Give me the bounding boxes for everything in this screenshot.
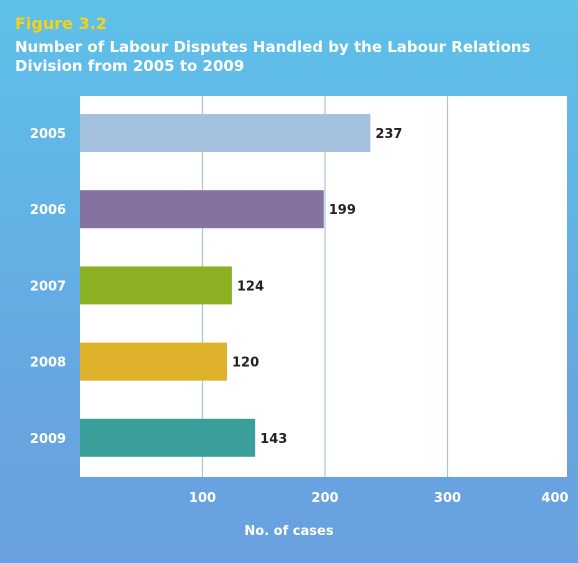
bar-2009	[80, 418, 256, 457]
x-tick-label-100: 100	[189, 491, 216, 506]
x-tick-label-200: 200	[311, 491, 338, 506]
x-tick-label-300: 300	[434, 491, 461, 506]
value-label-2005: 237	[375, 127, 402, 142]
category-label-2006: 2006	[30, 203, 66, 218]
chart-title: Number of Labour Disputes Handled by the…	[15, 38, 531, 75]
bar-2005	[80, 114, 371, 152]
category-label-2005: 2005	[30, 127, 66, 142]
value-label-2009: 143	[260, 432, 287, 447]
bar-2007	[80, 266, 232, 305]
bar-2008	[80, 342, 227, 381]
value-label-2007: 124	[237, 279, 264, 294]
bar-2006	[80, 190, 324, 229]
figure-label: Figure 3.2	[15, 14, 107, 33]
x-axis-label: No. of cases	[244, 524, 334, 539]
category-label-2007: 2007	[30, 279, 66, 294]
value-label-2008: 120	[232, 356, 259, 371]
labels: 100 200 300 400 237 2005 199 2006 124 2007 120 2008…	[30, 127, 569, 506]
category-label-2008: 2008	[30, 356, 66, 371]
value-label-2006: 199	[329, 203, 356, 218]
x-tick-label-400: 400	[541, 491, 568, 506]
bars	[80, 114, 371, 457]
category-label-2009: 2009	[30, 432, 66, 447]
